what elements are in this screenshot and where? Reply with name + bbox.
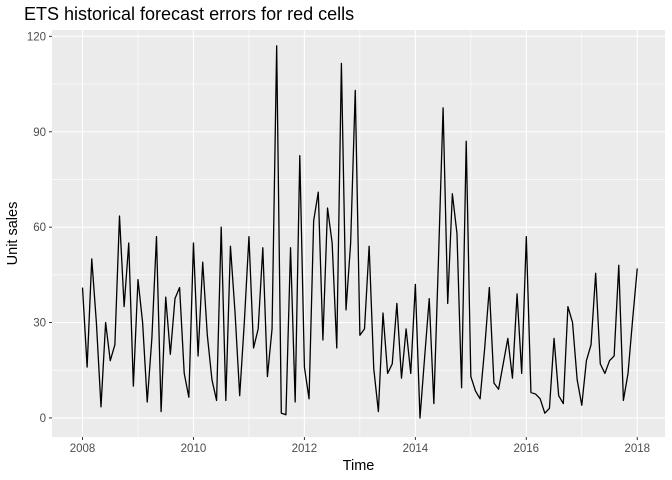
grid-minor (52, 30, 665, 437)
x-axis-title: Time (343, 458, 375, 474)
chart-title: ETS historical forecast errors for red c… (24, 4, 354, 24)
y-tick-label: 120 (27, 31, 46, 43)
x-tick-label: 2012 (292, 443, 318, 455)
y-tick-label: 30 (33, 318, 46, 330)
series-line (81, 45, 638, 419)
grid-major (52, 30, 665, 437)
y-tick-label: 0 (40, 413, 46, 425)
x-tick-label: 2010 (181, 443, 207, 455)
x-tick-label: 2016 (514, 443, 540, 455)
x-tick-label: 2008 (70, 443, 96, 455)
x-tick-label: 2018 (624, 443, 650, 455)
y-tick-label: 60 (33, 222, 46, 234)
y-axis: 0 30 60 90 120 (27, 31, 52, 425)
y-axis-title: Unit sales (5, 202, 21, 266)
x-tick-label: 2014 (403, 443, 429, 455)
x-axis: 2008 2010 2012 2014 2016 2018 (70, 437, 650, 455)
y-tick-label: 90 (33, 127, 46, 139)
series-layer (81, 45, 638, 419)
